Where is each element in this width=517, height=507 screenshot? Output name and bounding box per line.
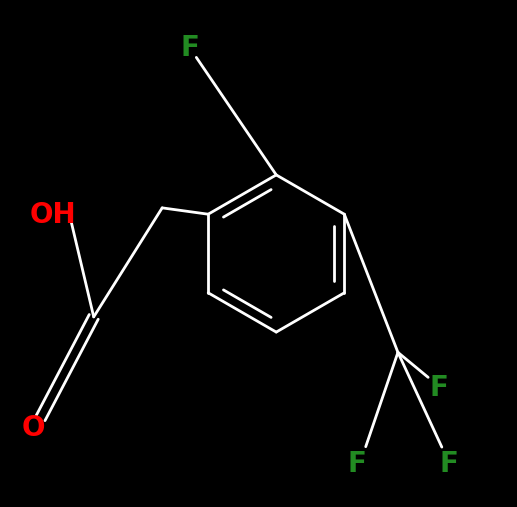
Text: F: F (180, 34, 200, 62)
Text: F: F (429, 374, 448, 402)
Text: F: F (348, 450, 367, 478)
Text: OH: OH (30, 201, 77, 230)
Text: F: F (439, 450, 458, 478)
Text: O: O (21, 414, 44, 443)
